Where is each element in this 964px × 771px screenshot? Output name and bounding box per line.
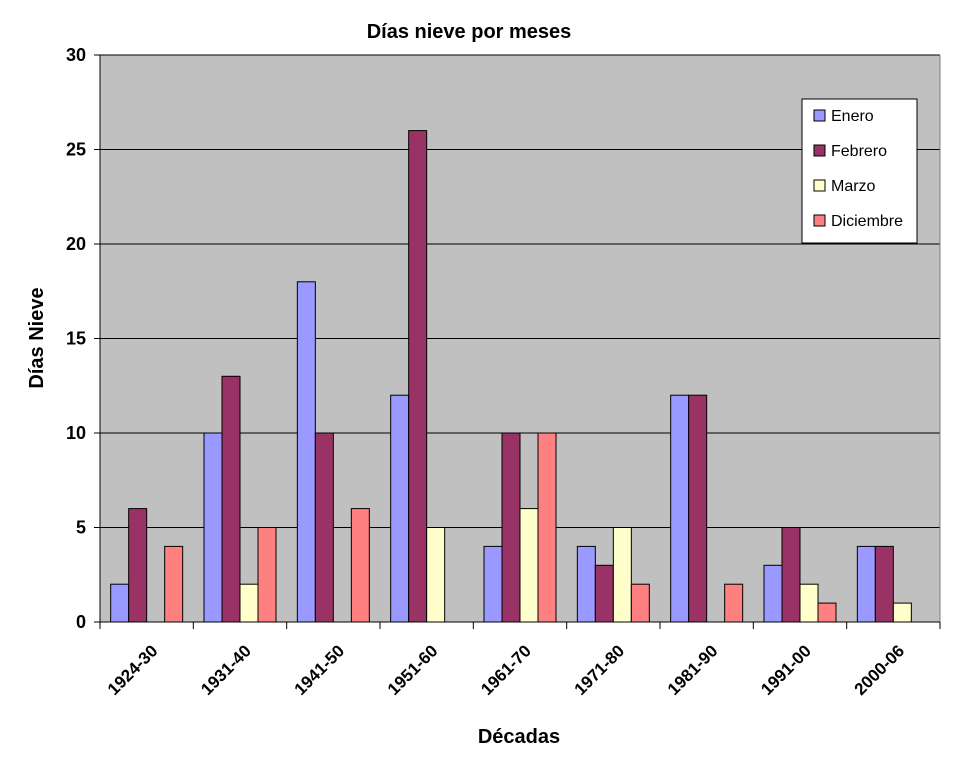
legend-label-diciembre: Diciembre bbox=[831, 213, 903, 230]
y-tick-label: 15 bbox=[66, 329, 86, 349]
bar-febrero-1991-00 bbox=[781, 527, 801, 623]
bar-diciembre-1931-40 bbox=[257, 527, 277, 623]
legend-swatch-diciembre bbox=[813, 214, 826, 227]
bar-marzo-1951-60 bbox=[426, 527, 446, 623]
legend-swatch-febrero bbox=[813, 144, 826, 157]
x-axis-label: Décadas bbox=[478, 726, 560, 748]
bar-diciembre-1971-80 bbox=[630, 583, 650, 623]
bar-marzo-1961-70 bbox=[519, 508, 539, 623]
bar-febrero-2000-06 bbox=[874, 545, 894, 623]
bar-marzo-1971-80 bbox=[612, 527, 632, 623]
bar-febrero-1951-60 bbox=[408, 130, 428, 623]
bar-febrero-1931-40 bbox=[221, 375, 241, 623]
x-tick-label: 1931-40 bbox=[197, 641, 255, 699]
legend-swatch-enero bbox=[813, 109, 826, 122]
bar-febrero-1971-80 bbox=[594, 564, 614, 623]
bar-febrero-1961-70 bbox=[501, 432, 521, 623]
bar-diciembre-1941-50 bbox=[350, 508, 370, 623]
y-tick-label: 25 bbox=[66, 140, 86, 160]
bar-enero-1941-50 bbox=[296, 281, 316, 623]
bar-febrero-1924-30 bbox=[128, 508, 148, 623]
legend: Enero Febrero Marzo Diciembre bbox=[801, 98, 918, 244]
bar-marzo-1931-40 bbox=[239, 583, 259, 623]
bar-enero-1931-40 bbox=[203, 432, 223, 623]
x-tick-label: 1981-90 bbox=[664, 641, 722, 699]
x-tick-label: 1971-80 bbox=[571, 641, 629, 699]
x-tick-label: 1991-00 bbox=[757, 641, 815, 699]
y-axis-label: Días Nieve bbox=[26, 287, 48, 388]
x-tick-label: 1961-70 bbox=[477, 641, 535, 699]
bar-diciembre-1961-70 bbox=[537, 432, 557, 623]
bar-enero-2000-06 bbox=[856, 545, 876, 623]
bar-diciembre-1981-90 bbox=[724, 583, 744, 623]
bar-enero-1961-70 bbox=[483, 545, 503, 623]
bar-enero-1991-00 bbox=[763, 564, 783, 623]
x-tick-label: 1941-50 bbox=[291, 641, 349, 699]
y-tick-label: 30 bbox=[66, 45, 86, 65]
bar-diciembre-1991-00 bbox=[817, 602, 837, 623]
bar-enero-1924-30 bbox=[110, 583, 130, 623]
legend-swatch-marzo bbox=[813, 179, 826, 192]
x-tick-label: 1951-60 bbox=[384, 641, 442, 699]
y-tick-label: 10 bbox=[66, 423, 86, 443]
bar-enero-1981-90 bbox=[670, 394, 690, 623]
y-tick-label: 5 bbox=[76, 518, 86, 538]
bar-marzo-2000-06 bbox=[892, 602, 912, 623]
y-tick-label: 0 bbox=[76, 612, 86, 632]
legend-label-enero: Enero bbox=[831, 108, 874, 125]
bar-enero-1951-60 bbox=[390, 394, 410, 623]
bar-febrero-1941-50 bbox=[314, 432, 334, 623]
legend-label-marzo: Marzo bbox=[831, 178, 876, 195]
bar-diciembre-1924-30 bbox=[164, 545, 184, 623]
chart-title: Días nieve por meses bbox=[367, 21, 572, 43]
bar-febrero-1981-90 bbox=[688, 394, 708, 623]
bar-marzo-1991-00 bbox=[799, 583, 819, 623]
x-tick-label: 1924-30 bbox=[104, 641, 162, 699]
y-tick-label: 20 bbox=[66, 234, 86, 254]
legend-label-febrero: Febrero bbox=[831, 143, 887, 160]
x-tick-label: 2000-06 bbox=[851, 641, 909, 699]
bar-enero-1971-80 bbox=[576, 545, 596, 623]
